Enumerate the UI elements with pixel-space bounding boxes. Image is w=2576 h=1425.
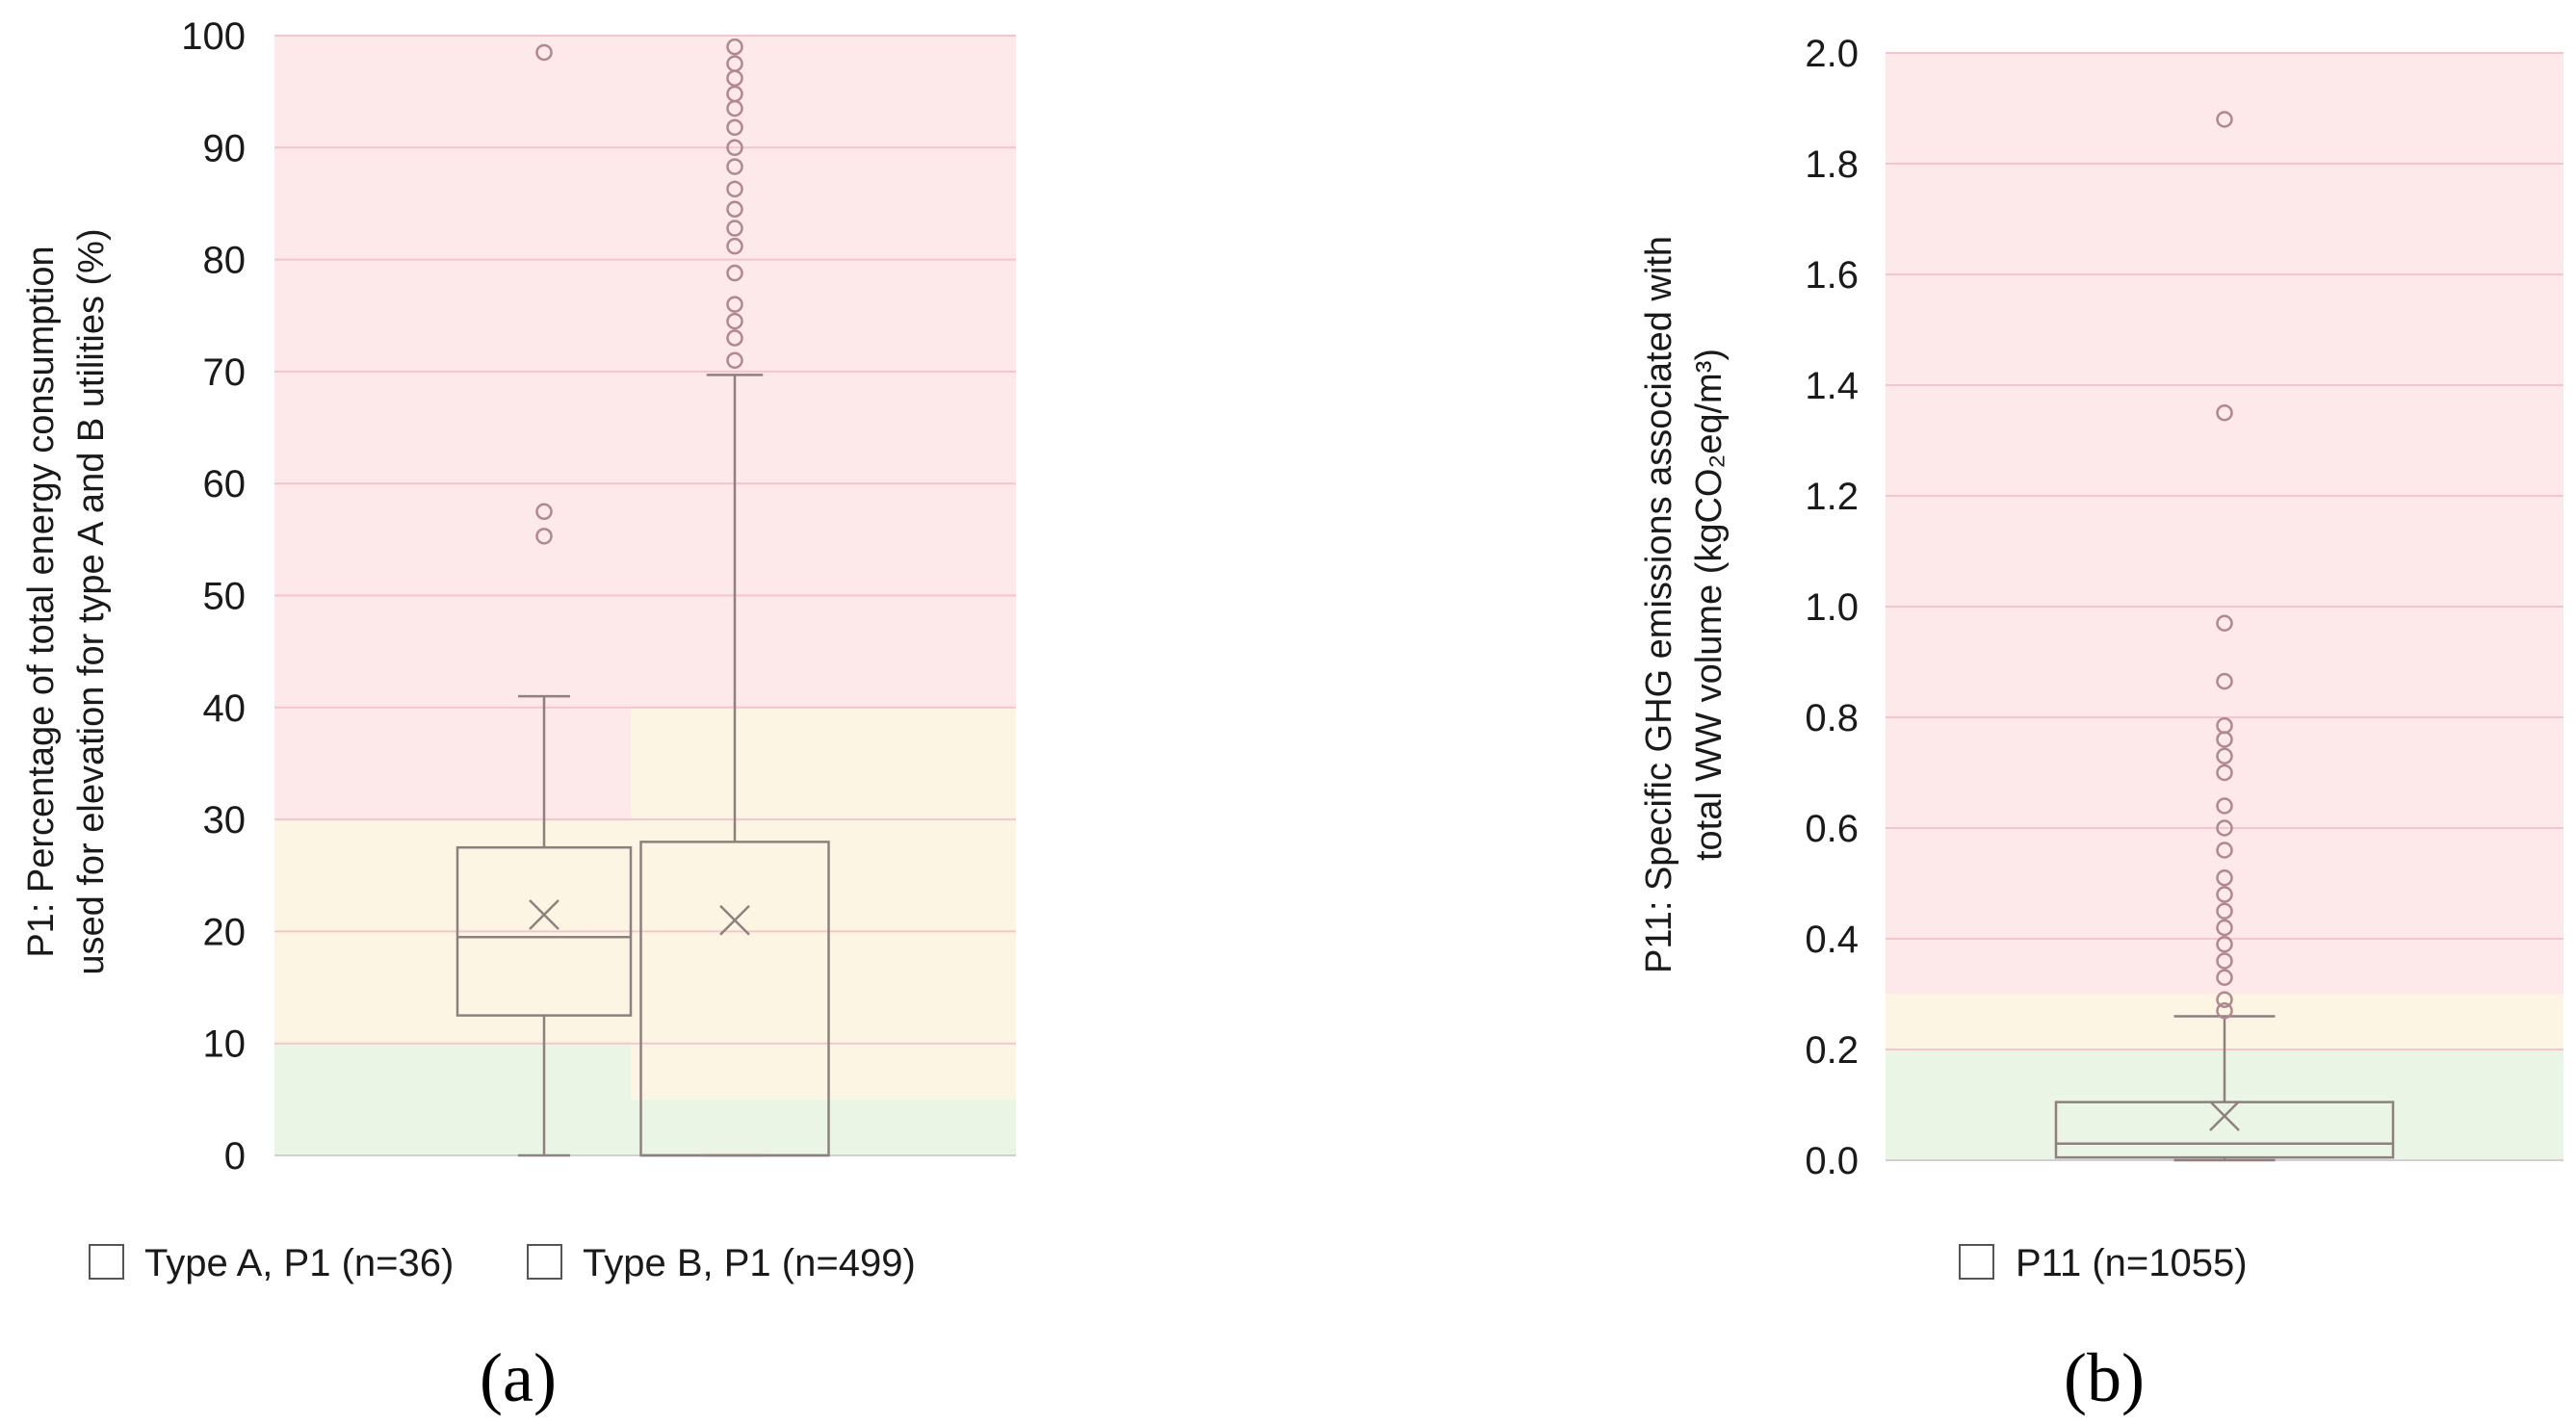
- a-outlier-point: [726, 312, 743, 330]
- b-y-tick-label: 0.8: [1805, 697, 1859, 739]
- b-outlier-point: [2216, 969, 2233, 986]
- b-y-tick-label: 1.0: [1805, 586, 1859, 629]
- b-y-tick-label: 1.2: [1805, 476, 1859, 518]
- a-panel-label: (a): [480, 1339, 557, 1416]
- b-outlier-point: [2216, 716, 2233, 735]
- b-outlier-point: [2216, 842, 2233, 859]
- b-box: [2054, 1101, 2395, 1159]
- a-legend-label-type-a: Type A, P1 (n=36): [144, 1242, 454, 1284]
- a-outlier-point: [535, 43, 553, 62]
- a-legend: Type A, P1 (n=36) Type B, P1 (n=499): [89, 1242, 916, 1284]
- a-outlier-point: [726, 55, 743, 72]
- a-zone-red-0: [274, 36, 631, 820]
- a-legend-swatch-type-b: [527, 1244, 562, 1280]
- a-y-tick-label: 10: [203, 1023, 247, 1066]
- a-outlier-point: [726, 296, 743, 313]
- b-mean-marker: [2209, 1101, 2240, 1131]
- b-y-tick-label: 1.8: [1805, 143, 1859, 186]
- b-y-tick-label: 2.0: [1805, 33, 1859, 75]
- b-outlier-point: [2216, 919, 2233, 937]
- a-y-tick-label: 100: [181, 15, 246, 58]
- b-outlier-point: [2216, 797, 2233, 815]
- b-zone-backgrounds: [1886, 53, 2563, 1160]
- a-box: [455, 845, 633, 1017]
- b-legend-label-p11: P11 (n=1055): [2016, 1242, 2248, 1284]
- a-outlier-point: [726, 200, 743, 219]
- a-y-tick-label: 20: [203, 911, 247, 953]
- b-legend-swatch-p11: [1959, 1244, 1994, 1280]
- b-boxplots: [2054, 111, 2395, 1162]
- a-outlier-point: [535, 528, 553, 545]
- a-ylabel-line1: P1: Percentage of total energy consumpti…: [21, 246, 62, 957]
- a-gridlines: [274, 35, 1016, 1156]
- a-outlier-point: [726, 180, 743, 198]
- b-y-tick-label: 0.2: [1805, 1029, 1859, 1072]
- b-outlier-point: [2216, 764, 2233, 782]
- b-ylabel-line1: P11: Specific GHG emissions associated w…: [1639, 236, 1679, 973]
- b-y-tick-label: 1.6: [1805, 254, 1859, 297]
- b-outlier-point: [2216, 1002, 2233, 1020]
- a-y-tick-label: 30: [203, 799, 247, 842]
- a-y-tick-label: 70: [203, 351, 247, 394]
- b-outlier-point: [2216, 886, 2233, 903]
- b-y-axis-label: P11: Specific GHG emissions associated w…: [1639, 236, 1730, 973]
- b-outlier-point: [2216, 936, 2233, 953]
- b-legend: P11 (n=1055): [1959, 1242, 2248, 1284]
- a-y-tick-label: 50: [203, 576, 247, 618]
- a-outlier-point: [726, 158, 743, 175]
- b-y-tick-label: 0.0: [1805, 1140, 1859, 1182]
- a-zone-yellow-1: [631, 707, 1016, 1100]
- b-outlier-point: [2216, 991, 2233, 1008]
- a-ylabel-line2: used for elevation for type A and B util…: [71, 228, 112, 974]
- b-outlier-point: [2216, 404, 2233, 422]
- b-zone-red-0: [1886, 53, 2563, 995]
- a-outlier-point: [726, 220, 743, 237]
- a-outlier-point: [726, 264, 743, 282]
- a-y-tick-label: 60: [203, 463, 247, 505]
- a-mean-marker: [529, 899, 559, 930]
- a-outlier-point: [726, 118, 743, 137]
- a-outlier-point: [535, 503, 553, 521]
- a-y-tick-labels: 0 10 20 30 40 50 60 70 80 90 100: [181, 15, 246, 1178]
- b-outlier-point: [2216, 952, 2233, 970]
- a-zone-green-1: [631, 1099, 1016, 1155]
- a-mean-marker: [719, 904, 750, 936]
- a-outlier-point: [726, 329, 743, 347]
- a-boxplots: [455, 38, 830, 1157]
- b-outlier-point: [2216, 111, 2233, 128]
- a-outlier-point: [726, 139, 743, 157]
- a-zone-green-0: [274, 1043, 631, 1155]
- a-outlier-point: [726, 38, 743, 56]
- b-outlier-point: [2216, 672, 2233, 690]
- a-y-axis-label: P1: Percentage of total energy consumpti…: [21, 228, 112, 974]
- b-y-tick-labels: 0.0 0.2 0.4 0.6 0.8 1.0 1.2 1.4 1.6 1.8 2.0: [1805, 33, 1859, 1182]
- b-y-tick-label: 0.4: [1805, 919, 1859, 961]
- b-y-tick-label: 1.4: [1805, 365, 1859, 407]
- a-legend-label-type-b: Type B, P1 (n=499): [583, 1242, 916, 1284]
- a-outlier-point: [726, 85, 743, 103]
- b-outlier-point: [2216, 614, 2233, 632]
- chart-panel-b: 0.0 0.2 0.4 0.6 0.8 1.0 1.2 1.4 1.6 1.8 2.0 P11: S…: [1639, 33, 2563, 1416]
- a-y-tick-label: 40: [203, 687, 247, 730]
- b-ylabel-line2: total WW volume (kgCO₂eq/m³): [1689, 349, 1730, 861]
- a-legend-swatch-type-a: [89, 1244, 124, 1280]
- a-y-tick-label: 90: [203, 127, 247, 169]
- b-gridlines: [1886, 52, 2563, 1161]
- a-outlier-point: [726, 351, 743, 370]
- a-y-tick-label: 80: [203, 240, 247, 282]
- b-outlier-point: [2216, 902, 2233, 920]
- b-outlier-point: [2216, 747, 2233, 764]
- chart-panel-a: 0 10 20 30 40 50 60 70 80 90 100 P1: Percentage of…: [21, 15, 1016, 1416]
- b-outlier-point: [2216, 819, 2233, 837]
- b-y-tick-label: 0.6: [1805, 808, 1859, 850]
- b-outlier-point: [2216, 869, 2233, 887]
- a-y-tick-label: 0: [224, 1135, 246, 1178]
- b-panel-label: (b): [2064, 1339, 2145, 1416]
- a-outlier-point: [726, 237, 743, 255]
